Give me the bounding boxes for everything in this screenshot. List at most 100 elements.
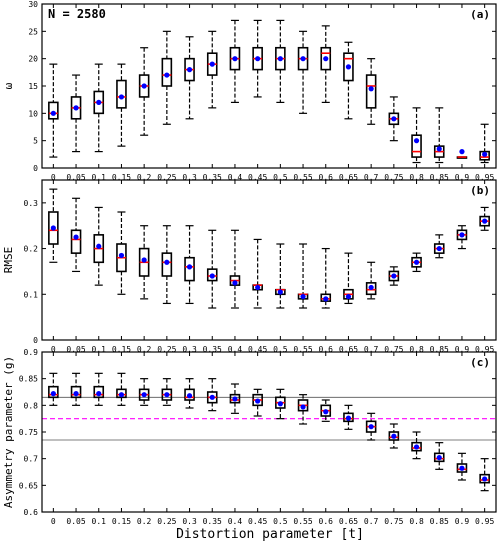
iqr-box (388, 431, 400, 441)
box-0.1 (93, 63, 105, 153)
x-tick-label: 0.6 (319, 345, 334, 354)
y-tick-label: 0 (33, 336, 38, 345)
box-0.9 (456, 149, 468, 159)
box-0.65 (343, 41, 354, 120)
y-tick-label: 0.85 (19, 375, 38, 384)
mean-marker (186, 264, 193, 270)
y-axis-label: ω (2, 82, 15, 89)
mean-marker (73, 105, 79, 111)
box-0.3 (184, 225, 195, 305)
x-tick-label: 0.25 (157, 173, 176, 182)
x-tick-label: 0.9 (455, 517, 470, 526)
x-tick-label: 0.95 (475, 345, 494, 354)
y-tick-label: 0.3 (24, 199, 39, 208)
mean-marker (96, 243, 102, 249)
y-tick-label: 0.75 (19, 428, 38, 437)
y-tick-label: 5 (33, 137, 38, 146)
box-0.5 (275, 243, 286, 309)
x-tick-label: 0.3 (182, 173, 197, 182)
box-0.55 (297, 243, 309, 309)
sample-count-annotation: N = 2580 (48, 7, 106, 21)
mean-marker (368, 284, 374, 291)
axes-frame (41, 3, 497, 169)
iqr-box (365, 282, 377, 296)
mean-marker (209, 61, 215, 67)
x-tick-label: 0.65 (339, 517, 358, 526)
x-tick-label: 0.5 (273, 345, 288, 354)
panel-1: 0 5 10 15 20 25 30 0 0.05 0.1 0.15 0.2 0.25 0.3 0.35 0.… (2, 0, 497, 182)
box-0.9 (456, 225, 468, 250)
mean-marker (164, 72, 170, 78)
y-tick-label: 15 (28, 82, 38, 91)
box-0.25 (161, 30, 173, 125)
mean-marker (232, 280, 238, 286)
box-0.7 (365, 261, 377, 300)
box-0 (48, 63, 59, 158)
x-tick-label: 0.45 (248, 173, 267, 182)
box-0.65 (343, 252, 354, 305)
x-tick-label: 0.7 (364, 517, 379, 526)
mean-marker (436, 455, 442, 461)
box-0.4 (229, 19, 241, 104)
x-tick-label: 0.15 (112, 173, 131, 182)
mean-marker (255, 284, 261, 291)
mean-marker (118, 392, 125, 398)
mean-marker (73, 391, 79, 397)
mean-marker (323, 296, 329, 302)
box-0.9 (456, 452, 468, 481)
mean-marker (391, 433, 397, 439)
x-tick-label: 0.65 (339, 173, 358, 182)
box-0.6 (320, 25, 332, 104)
mean-marker (232, 56, 238, 62)
box-0.8 (411, 431, 422, 460)
mean-marker (323, 56, 329, 62)
mean-marker (391, 273, 397, 279)
x-tick-label: 0.35 (203, 345, 222, 354)
mean-marker (482, 218, 488, 224)
x-tick-label: 0.85 (430, 517, 449, 526)
x-tick-label: 0.7 (364, 345, 379, 354)
x-tick-label: 0.35 (203, 173, 222, 182)
y-tick-label: 0.1 (24, 290, 39, 299)
x-tick-label: 0.95 (475, 517, 494, 526)
box-0.85 (433, 442, 445, 470)
mean-marker (300, 293, 306, 300)
x-tick-label: 0.2 (137, 345, 152, 354)
iqr-box (411, 441, 422, 452)
y-tick-label: 30 (28, 0, 38, 9)
box-0.55 (297, 30, 309, 114)
mean-marker (50, 391, 56, 397)
x-tick-label: 0.25 (157, 345, 176, 354)
box-0.8 (411, 252, 422, 273)
panel-label: (a) (470, 8, 490, 21)
mean-marker (73, 234, 79, 240)
mean-marker (50, 225, 56, 231)
iqr-box (161, 252, 173, 277)
x-tick-label: 0.8 (409, 517, 424, 526)
box-0.5 (275, 388, 286, 420)
x-tick-label: 0.6 (319, 173, 334, 182)
iqr-box (116, 79, 127, 109)
mean-marker (413, 259, 420, 265)
x-tick-label: 0.05 (66, 345, 85, 354)
box-0.85 (433, 107, 445, 164)
y-tick-label: 0.9 (24, 348, 39, 357)
x-tick-label: 0 (51, 173, 56, 182)
mean-marker (164, 392, 170, 398)
mean-marker (482, 151, 488, 157)
iqr-box (343, 412, 354, 423)
mean-marker (118, 94, 125, 100)
box-0.6 (320, 399, 332, 422)
panel-label: (c) (470, 356, 490, 369)
box-0.95 (479, 458, 490, 492)
x-tick-label: 0.9 (455, 173, 470, 182)
box-0 (48, 372, 59, 406)
box-0.25 (161, 378, 173, 406)
x-tick-label: 0.8 (409, 173, 424, 182)
iqr-box (206, 268, 218, 282)
box-0.35 (206, 229, 218, 309)
mean-marker (345, 64, 352, 70)
mean-marker (300, 56, 306, 62)
iqr-box (70, 229, 82, 254)
iqr-box (93, 385, 105, 399)
